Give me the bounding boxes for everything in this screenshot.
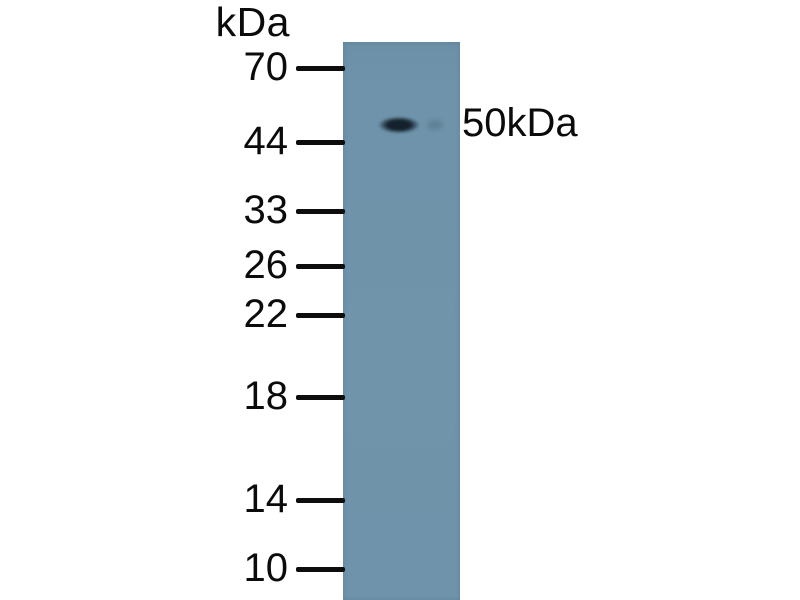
band-size-label: 50kDa xyxy=(462,101,578,145)
unit-label-kda: kDa xyxy=(215,0,290,45)
ladder-tick-70 xyxy=(296,66,345,71)
ladder-tick-14 xyxy=(296,498,345,503)
ladder-tick-33 xyxy=(296,209,345,214)
ladder-label-70: 70 xyxy=(243,45,289,89)
ladder-label-10: 10 xyxy=(243,546,289,590)
ladder-label-14: 14 xyxy=(243,477,289,521)
ladder-tick-22 xyxy=(296,313,345,318)
ladder-tick-10 xyxy=(296,567,345,572)
ladder-label-18: 18 xyxy=(243,374,289,418)
blot-lane xyxy=(343,42,460,600)
ladder-tick-44 xyxy=(296,140,345,145)
ladder-label-22: 22 xyxy=(243,292,289,336)
ladder-label-33: 33 xyxy=(243,188,289,232)
ladder-label-26: 26 xyxy=(243,243,289,287)
protein-band xyxy=(372,114,426,136)
ladder-tick-18 xyxy=(296,395,345,400)
ladder-tick-26 xyxy=(296,264,345,269)
ladder-label-44: 44 xyxy=(243,119,289,163)
faint-smudge xyxy=(427,120,443,130)
